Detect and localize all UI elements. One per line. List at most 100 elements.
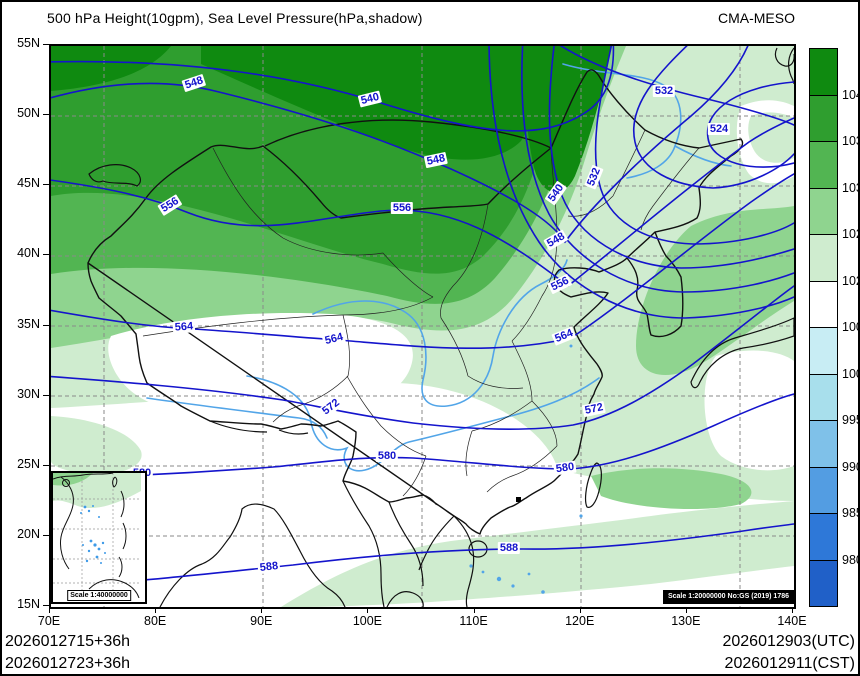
y-axis-label: 55N (17, 36, 40, 50)
colorbar-segment (810, 560, 837, 606)
colorbar-tick-label: 980 (842, 552, 858, 567)
contour-label-556: 556 (157, 193, 183, 217)
x-axis-label: 130E (671, 614, 701, 628)
contour-label-540: 540 (357, 90, 383, 108)
y-axis-tick (43, 44, 49, 45)
colorbar-tick-label: 1000 (842, 366, 858, 381)
inset-canvas (53, 473, 141, 598)
y-axis-tick (43, 114, 49, 116)
map-scale-label: Scale 1:20000000 No:GS (2019) 1786 (662, 590, 794, 604)
colorbar-segment (810, 421, 837, 468)
x-axis-label: 140E (777, 614, 807, 628)
y-axis-label: 45N (17, 176, 40, 191)
contour-labels-layer: 548 540 548 556 556 532 524 532 540 548 556 564 564 5… (51, 46, 794, 607)
footer-init-times: 2026012715+36h 2026012723+36h (5, 631, 131, 674)
x-axis-tick (155, 607, 157, 613)
colorbar-tick-label: 990 (842, 459, 858, 474)
contour-label-564: 564 (172, 320, 196, 334)
contour-label-572: 572 (581, 400, 607, 418)
contour-label-532: 532 (652, 85, 676, 97)
x-axis-tick (49, 607, 50, 613)
valid-time-utc: 2026012903(UTC) (722, 633, 855, 650)
colorbar-segment (810, 142, 837, 189)
y-axis-tick (43, 184, 49, 186)
colorbar-segment (810, 235, 837, 282)
y-axis-label: 25N (17, 456, 40, 471)
init-time-utc: 2026012715+36h (5, 633, 131, 650)
inset-map: Scale 1:40000000 (51, 471, 147, 604)
contour-label-580: 580 (553, 460, 577, 476)
y-axis-tick (43, 534, 49, 536)
height-contours (51, 46, 794, 588)
colorbar-segment (810, 514, 837, 561)
coastlines (88, 47, 794, 607)
colorbar-tick-label: 1005 (842, 320, 858, 334)
colorbar-tick-label: 1040 (842, 87, 858, 102)
y-axis-tick (43, 605, 49, 606)
x-axis-label: 90E (250, 614, 273, 628)
inset-scale-label: Scale 1:40000000 (67, 590, 131, 601)
x-axis-label: 100E (352, 614, 383, 628)
y-axis-label: 35N (17, 316, 40, 331)
colorbar-segment (810, 467, 837, 514)
slp-shading (51, 46, 794, 607)
colorbar-tick-label: 1025 (842, 227, 858, 241)
city-marker (516, 497, 521, 502)
contour-label-580: 580 (375, 450, 399, 462)
contour-label-588: 588 (257, 559, 281, 575)
contour-label-540: 540 (544, 180, 568, 206)
contour-label-524: 524 (707, 123, 731, 135)
contour-label-532: 532 (584, 164, 604, 190)
x-axis-label: 80E (144, 614, 167, 628)
y-axis-label: 50N (17, 106, 40, 121)
colorbar-segment (810, 188, 837, 235)
contour-label-556: 556 (547, 273, 573, 295)
map-canvas (51, 46, 794, 607)
y-axis-label: 20N (17, 526, 40, 541)
x-axis-tick (579, 607, 581, 613)
colorbar-tick-label: 995 (842, 413, 858, 427)
init-time-cst: 2026012723+36h (5, 655, 131, 672)
y-axis-label: 30N (17, 386, 40, 401)
x-axis-tick (685, 607, 687, 613)
y-axis-label: 15N (17, 597, 40, 611)
valid-time-cst: 2026012911(CST) (724, 655, 855, 672)
x-axis-label: 120E (565, 614, 595, 628)
map-plot: 548 540 548 556 556 532 524 532 540 548 556 564 564 5… (49, 44, 796, 609)
x-axis-label: 110E (459, 614, 488, 628)
colorbar-tick-label: 1030 (842, 180, 858, 195)
y-axis-tick (43, 254, 49, 256)
contour-label-548: 548 (543, 229, 569, 251)
contour-label-556: 556 (390, 202, 414, 214)
contour-label-564: 564 (551, 326, 577, 346)
contour-label-588: 588 (497, 542, 521, 554)
colorbar-segment (810, 281, 837, 328)
y-axis-tick (43, 324, 49, 326)
colorbar-segment (810, 328, 837, 375)
colorbar-tick-label: 1035 (842, 134, 858, 148)
country-borders (87, 69, 744, 535)
model-name: CMA-MESO (718, 10, 795, 26)
colorbar-tick-label: 985 (842, 506, 858, 520)
y-axis-tick (43, 394, 49, 396)
footer-valid-times: 2026012903(UTC) 2026012911(CST) (722, 631, 855, 674)
figure-title: 500 hPa Height(10gpm), Sea Level Pressur… (47, 10, 423, 26)
island-dots (469, 344, 583, 594)
contour-label-548: 548 (423, 151, 449, 169)
contour-label-548: 548 (181, 73, 207, 93)
y-axis-label: 40N (17, 246, 40, 261)
y-axis-tick (43, 464, 49, 466)
colorbar-segment (810, 95, 837, 142)
x-axis-tick (473, 607, 475, 613)
colorbar (809, 48, 838, 607)
colorbar-segment (810, 374, 837, 421)
x-axis-tick (367, 607, 369, 613)
graticule (51, 46, 794, 607)
contour-label-572: 572 (318, 395, 344, 419)
x-axis-tick (792, 607, 793, 613)
x-axis-label: 70E (37, 614, 61, 628)
colorbar-tick-label: 1020 (842, 273, 858, 288)
x-axis-tick (261, 607, 263, 613)
colorbar-segment (810, 49, 837, 96)
